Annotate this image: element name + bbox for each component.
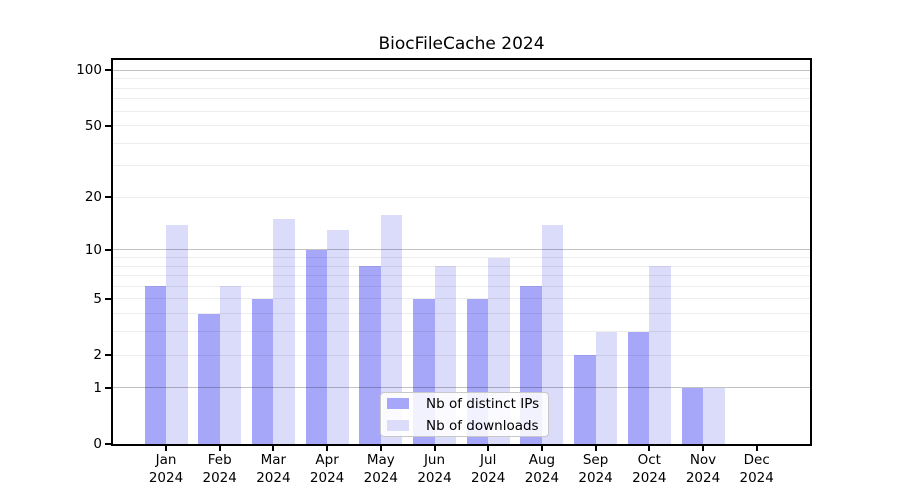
x-axis-tick (702, 446, 704, 451)
chart-title: BiocFileCache 2024 (378, 34, 545, 54)
x-axis-tick (648, 446, 651, 451)
x-axis-tick (487, 446, 490, 451)
x-tick-label: Dec 2024 (739, 452, 774, 486)
gridline-minor (113, 331, 810, 333)
x-tick-label: Jun 2024 (417, 452, 452, 486)
bar-distinct-ips (359, 266, 381, 444)
legend-swatch-downloads (387, 420, 409, 431)
gridline-major (113, 69, 810, 71)
gridline-minor (113, 298, 810, 300)
bar-distinct-ips (574, 355, 596, 444)
legend-label-downloads: Nb of downloads (426, 417, 539, 434)
bar-downloads (595, 331, 618, 444)
gridline-minor (113, 285, 810, 287)
x-axis-tick (165, 446, 167, 451)
x-axis-tick (379, 446, 382, 451)
x-axis-tick (594, 446, 597, 451)
y-tick-label: 10 (84, 241, 102, 258)
x-tick-label: Sep 2024 (578, 452, 613, 486)
x-axis-tick (218, 446, 221, 451)
y-tick-label: 20 (84, 189, 102, 206)
x-tick-label: Aug 2024 (524, 452, 560, 486)
x-tick-label: May 2024 (363, 452, 398, 486)
y-tick-label: 0 (93, 436, 102, 452)
gridline-minor (113, 165, 810, 167)
x-tick-label: Mar 2024 (256, 452, 291, 486)
y-tick-label: 1 (93, 379, 102, 396)
y-tick-label: 50 (84, 117, 102, 134)
gridline-major (113, 387, 810, 389)
gridline-minor (113, 142, 810, 144)
gridline-minor (113, 354, 810, 356)
gridline-minor (113, 313, 810, 315)
bar-downloads (273, 219, 295, 444)
gridline-minor (113, 265, 810, 267)
x-tick-label: Jan 2024 (148, 452, 184, 486)
x-axis-tick (540, 446, 543, 451)
bar-distinct-ips (198, 313, 220, 444)
bar-distinct-ips (627, 331, 650, 444)
y-axis-tick (105, 386, 111, 389)
y-axis-tick (105, 354, 111, 356)
bar-downloads (219, 286, 242, 444)
y-axis-tick (105, 124, 111, 127)
bar-downloads (703, 387, 725, 444)
legend-swatch-distinct-ips (387, 398, 409, 409)
x-axis-tick (272, 446, 275, 451)
x-tick-label: Jul 2024 (471, 452, 506, 486)
bar-downloads (327, 230, 349, 444)
x-axis-tick (433, 446, 436, 451)
gridline-minor (113, 98, 810, 100)
gridline-major (113, 249, 810, 251)
x-axis-tick (755, 446, 758, 451)
y-axis-tick (105, 297, 111, 300)
gridline-minor (113, 256, 810, 258)
bar-distinct-ips (681, 387, 703, 444)
bar-downloads (541, 224, 564, 444)
gridline-minor (113, 87, 810, 89)
plot-area: Nb of distinct IPs Nb of downloads (111, 58, 812, 446)
gridline-minor (113, 110, 810, 112)
y-tick-label: 2 (93, 347, 102, 363)
legend: Nb of distinct IPs Nb of downloads (380, 392, 549, 437)
y-tick-label: 100 (76, 62, 102, 79)
x-axis-tick (326, 446, 329, 451)
bar-downloads (380, 214, 403, 444)
y-axis-tick (105, 196, 111, 199)
x-tick-label: Oct 2024 (632, 452, 667, 486)
y-axis-tick (105, 69, 111, 72)
y-axis-tick (105, 248, 111, 251)
x-tick-label: Feb 2024 (202, 452, 237, 486)
gridline-minor (113, 196, 810, 198)
x-tick-label: Nov 2024 (685, 452, 721, 486)
x-tick-label: Apr 2024 (309, 452, 345, 486)
bar-downloads (166, 224, 188, 444)
gridline-minor (113, 275, 810, 277)
legend-item-downloads: Nb of downloads (387, 418, 548, 434)
y-tick-label: 5 (93, 290, 102, 307)
legend-label-distinct-ips: Nb of distinct IPs (426, 395, 540, 412)
y-axis-tick (105, 443, 111, 445)
gridline-minor (113, 125, 810, 127)
bar-distinct-ips (305, 249, 328, 444)
bar-downloads (649, 266, 671, 444)
legend-item-distinct-ips: Nb of distinct IPs (387, 396, 548, 412)
bar-distinct-ips (251, 298, 274, 444)
bar-distinct-ips (144, 286, 166, 444)
gridline-minor (113, 78, 810, 80)
